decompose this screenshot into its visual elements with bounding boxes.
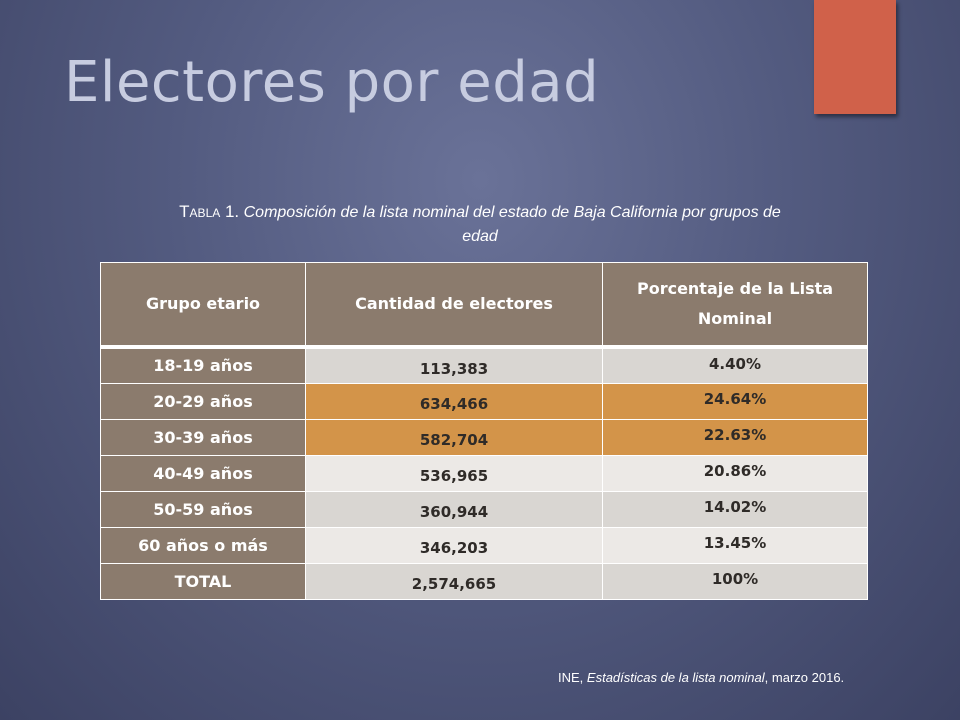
table-row: 20-29 años 634,466 24.64%: [100, 382, 868, 420]
cell-cantidad: 113,383: [305, 346, 603, 384]
electors-table: Grupo etario Cantidad de electores Porce…: [100, 262, 868, 600]
header-grupo-etario: Grupo etario: [100, 262, 306, 349]
accent-bar: [814, 0, 896, 114]
cell-cantidad: 634,466: [305, 382, 603, 420]
cell-porcentaje: 100%: [602, 562, 868, 600]
table-row: 60 años o más 346,203 13.45%: [100, 526, 868, 564]
cell-porcentaje: 20.86%: [602, 454, 868, 492]
cell-grupo: 30-39 años: [100, 418, 306, 456]
source-prefix: INE,: [558, 670, 587, 685]
cell-cantidad: 360,944: [305, 490, 603, 528]
cell-porcentaje: 24.64%: [602, 382, 868, 420]
cell-porcentaje: 13.45%: [602, 526, 868, 564]
cell-porcentaje: 22.63%: [602, 418, 868, 456]
source-suffix: , marzo 2016.: [764, 670, 845, 685]
header-cantidad-electores: Cantidad de electores: [305, 262, 603, 349]
table-row: 30-39 años 582,704 22.63%: [100, 418, 868, 456]
cell-porcentaje: 4.40%: [602, 346, 868, 384]
table-header-row: Grupo etario Cantidad de electores Porce…: [100, 262, 868, 349]
slide-title: Electores por edad: [64, 50, 600, 115]
cell-cantidad: 346,203: [305, 526, 603, 564]
source-title: Estadísticas de la lista nominal: [586, 670, 765, 685]
cell-cantidad: 536,965: [305, 454, 603, 492]
cell-grupo: 60 años o más: [100, 526, 306, 564]
table-row-total: TOTAL 2,574,665 100%: [100, 562, 868, 600]
cell-grupo: 20-29 años: [100, 382, 306, 420]
cell-grupo: TOTAL: [100, 562, 306, 600]
table-caption: Tabla 1. Composición de la lista nominal…: [170, 200, 790, 249]
table-row: 40-49 años 536,965 20.86%: [100, 454, 868, 492]
cell-grupo: 40-49 años: [100, 454, 306, 492]
cell-cantidad: 582,704: [305, 418, 603, 456]
cell-grupo: 18-19 años: [100, 346, 306, 384]
caption-label: Tabla 1.: [179, 202, 240, 221]
header-porcentaje: Porcentaje de la Lista Nominal: [602, 262, 868, 349]
cell-cantidad: 2,574,665: [305, 562, 603, 600]
table-row: 50-59 años 360,944 14.02%: [100, 490, 868, 528]
caption-text: Composición de la lista nominal del esta…: [243, 204, 781, 245]
source-note: INE, Estadísticas de la lista nominal, m…: [558, 670, 844, 685]
cell-porcentaje: 14.02%: [602, 490, 868, 528]
table-row: 18-19 años 113,383 4.40%: [100, 346, 868, 384]
cell-grupo: 50-59 años: [100, 490, 306, 528]
